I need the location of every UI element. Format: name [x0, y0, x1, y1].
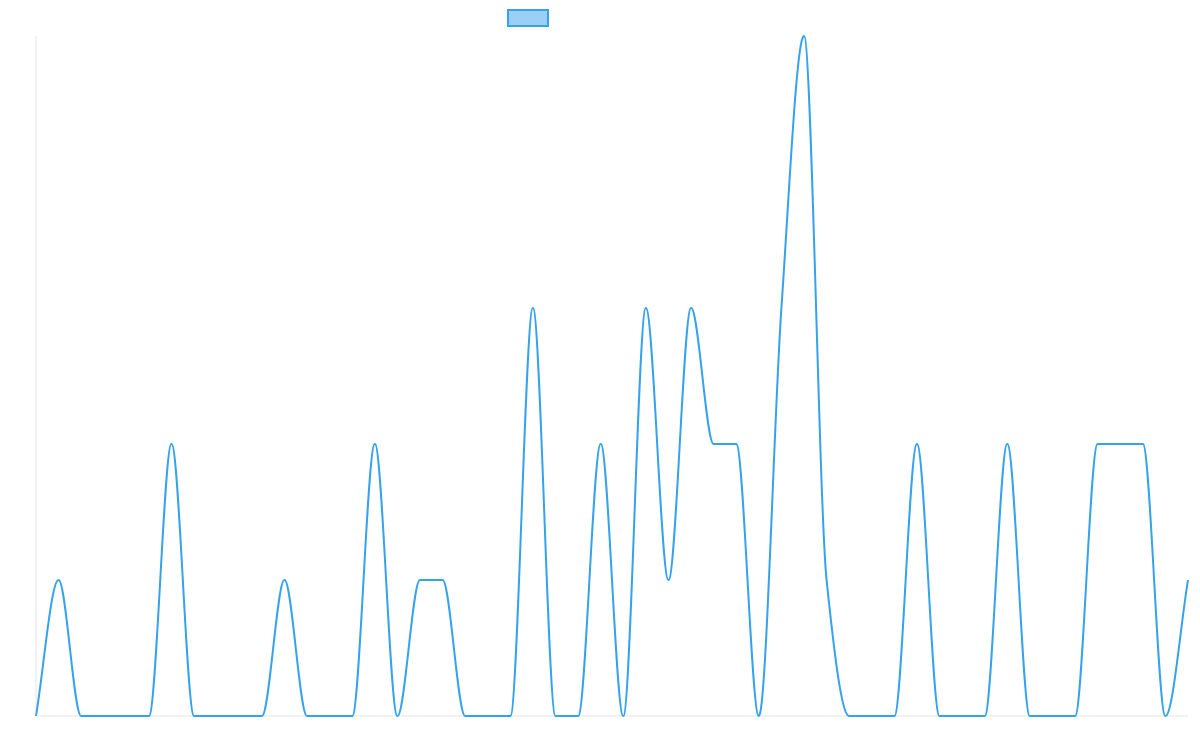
data-point[interactable] — [33, 713, 39, 719]
data-point[interactable] — [56, 577, 62, 583]
data-point[interactable] — [169, 441, 175, 447]
points-group — [33, 33, 1191, 719]
data-point[interactable] — [304, 713, 310, 719]
data-point[interactable] — [575, 713, 581, 719]
data-point[interactable] — [394, 713, 400, 719]
data-point[interactable] — [914, 441, 920, 447]
data-point[interactable] — [1004, 441, 1010, 447]
legend-swatch[interactable] — [507, 9, 549, 27]
data-point[interactable] — [643, 305, 649, 311]
data-point[interactable] — [259, 713, 265, 719]
data-point[interactable] — [1072, 713, 1078, 719]
data-point[interactable] — [598, 441, 604, 447]
data-point[interactable] — [485, 713, 491, 719]
data-point[interactable] — [281, 577, 287, 583]
data-point[interactable] — [801, 33, 807, 39]
data-point[interactable] — [1027, 713, 1033, 719]
data-point[interactable] — [507, 713, 513, 719]
data-point[interactable] — [417, 577, 423, 583]
data-point[interactable] — [101, 713, 107, 719]
data-point[interactable] — [733, 441, 739, 447]
data-point[interactable] — [824, 577, 830, 583]
data-point[interactable] — [372, 441, 378, 447]
data-point[interactable] — [891, 713, 897, 719]
data-point[interactable] — [146, 713, 152, 719]
data-point[interactable] — [349, 713, 355, 719]
data-point[interactable] — [1162, 713, 1168, 719]
data-point[interactable] — [1185, 577, 1191, 583]
data-point[interactable] — [462, 713, 468, 719]
data-point[interactable] — [1049, 713, 1055, 719]
data-point[interactable] — [665, 577, 671, 583]
data-point[interactable] — [553, 713, 559, 719]
data-point[interactable] — [869, 713, 875, 719]
data-point[interactable] — [756, 713, 762, 719]
data-point[interactable] — [1140, 441, 1146, 447]
data-point[interactable] — [1117, 441, 1123, 447]
data-point[interactable] — [530, 305, 536, 311]
data-point[interactable] — [214, 713, 220, 719]
data-point[interactable] — [78, 713, 84, 719]
series-group — [35, 35, 1189, 717]
data-point[interactable] — [123, 713, 129, 719]
data-point[interactable] — [440, 577, 446, 583]
data-point[interactable] — [688, 305, 694, 311]
series-line — [35, 35, 1189, 717]
data-point[interactable] — [327, 713, 333, 719]
data-point[interactable] — [982, 713, 988, 719]
data-point[interactable] — [937, 713, 943, 719]
data-point[interactable] — [711, 441, 717, 447]
data-point[interactable] — [620, 713, 626, 719]
data-point[interactable] — [846, 713, 852, 719]
data-point[interactable] — [1095, 441, 1101, 447]
data-point[interactable] — [959, 713, 965, 719]
data-point[interactable] — [778, 305, 784, 311]
data-point[interactable] — [191, 713, 197, 719]
data-point[interactable] — [236, 713, 242, 719]
